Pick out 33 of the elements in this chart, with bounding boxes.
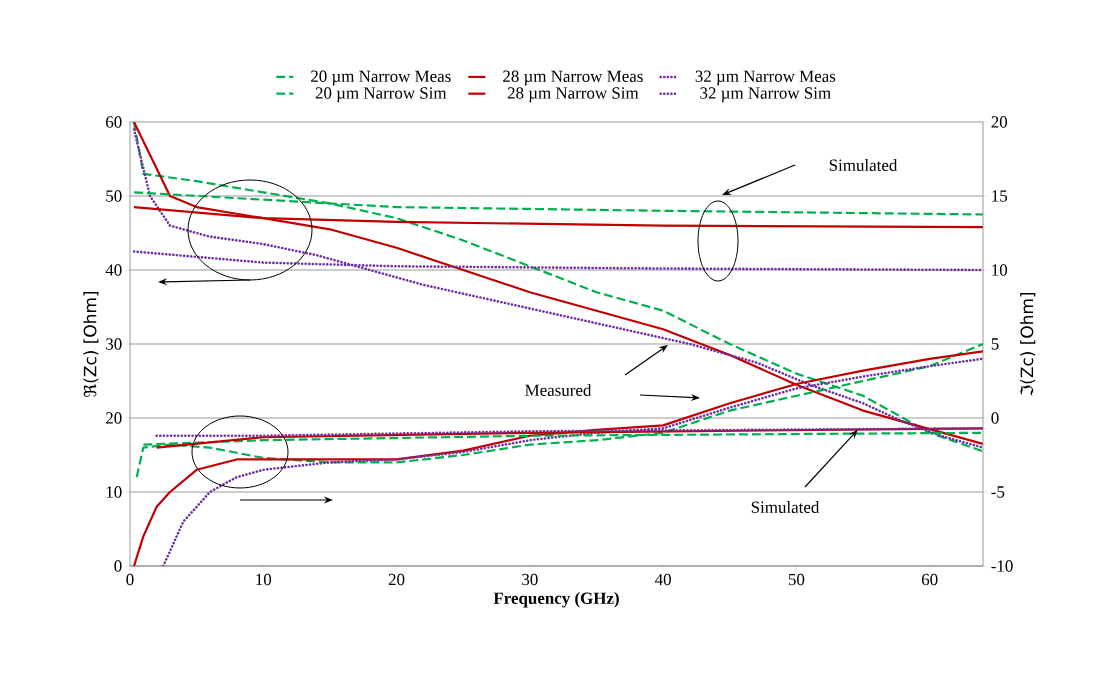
y2-tick-label: 5	[991, 338, 999, 350]
x-tick-label: 50	[788, 573, 805, 586]
x-tick-label: 60	[921, 573, 938, 586]
x-tick-label: 30	[522, 573, 538, 586]
y2-tick-label: 0	[991, 412, 999, 424]
x-axis-title: Frequency (GHz)	[493, 592, 619, 608]
legend-label: 28 µm Narrow Sim	[507, 87, 639, 103]
legend-label: 20 µm Narrow Meas	[311, 70, 451, 86]
y2-tick-label: 15	[992, 190, 1008, 202]
y2-tick-label: 20	[991, 116, 1008, 128]
x-tick-label: 0	[126, 573, 134, 586]
legend-label: 32 µm Narrow Sim	[700, 87, 831, 103]
legend-label: 20 µm Narrow Sim	[315, 87, 447, 103]
x-tick-label: 20	[388, 573, 405, 586]
y2-axis-title: ℑ(Zc) [Ohm]	[1020, 292, 1036, 396]
annotation: Simulated	[751, 501, 820, 513]
x-tick-label: 40	[654, 573, 671, 586]
y-tick-label: 20	[106, 412, 122, 424]
y-tick-label: 40	[105, 264, 122, 276]
y-axis-title: ℜ(Zc) [Ohm]	[83, 291, 99, 397]
y-tick-label: 50	[106, 190, 122, 202]
y-tick-label: 0	[114, 560, 122, 572]
y-tick-label: 10	[106, 486, 122, 498]
legend-label: 28 µm Narrow Meas	[503, 70, 643, 86]
legend-label: 32 µm Narrow Meas	[695, 70, 836, 86]
y2-tick-label: -10	[991, 560, 1013, 572]
x-tick-label: 10	[256, 573, 272, 586]
y-tick-label: 60	[106, 116, 122, 128]
y-tick-label: 30	[106, 338, 122, 350]
y2-tick-label: -5	[991, 486, 1005, 498]
y2-tick-label: 10	[992, 264, 1008, 276]
annotation: Measured	[525, 384, 592, 396]
annotation: Simulated	[829, 159, 898, 171]
